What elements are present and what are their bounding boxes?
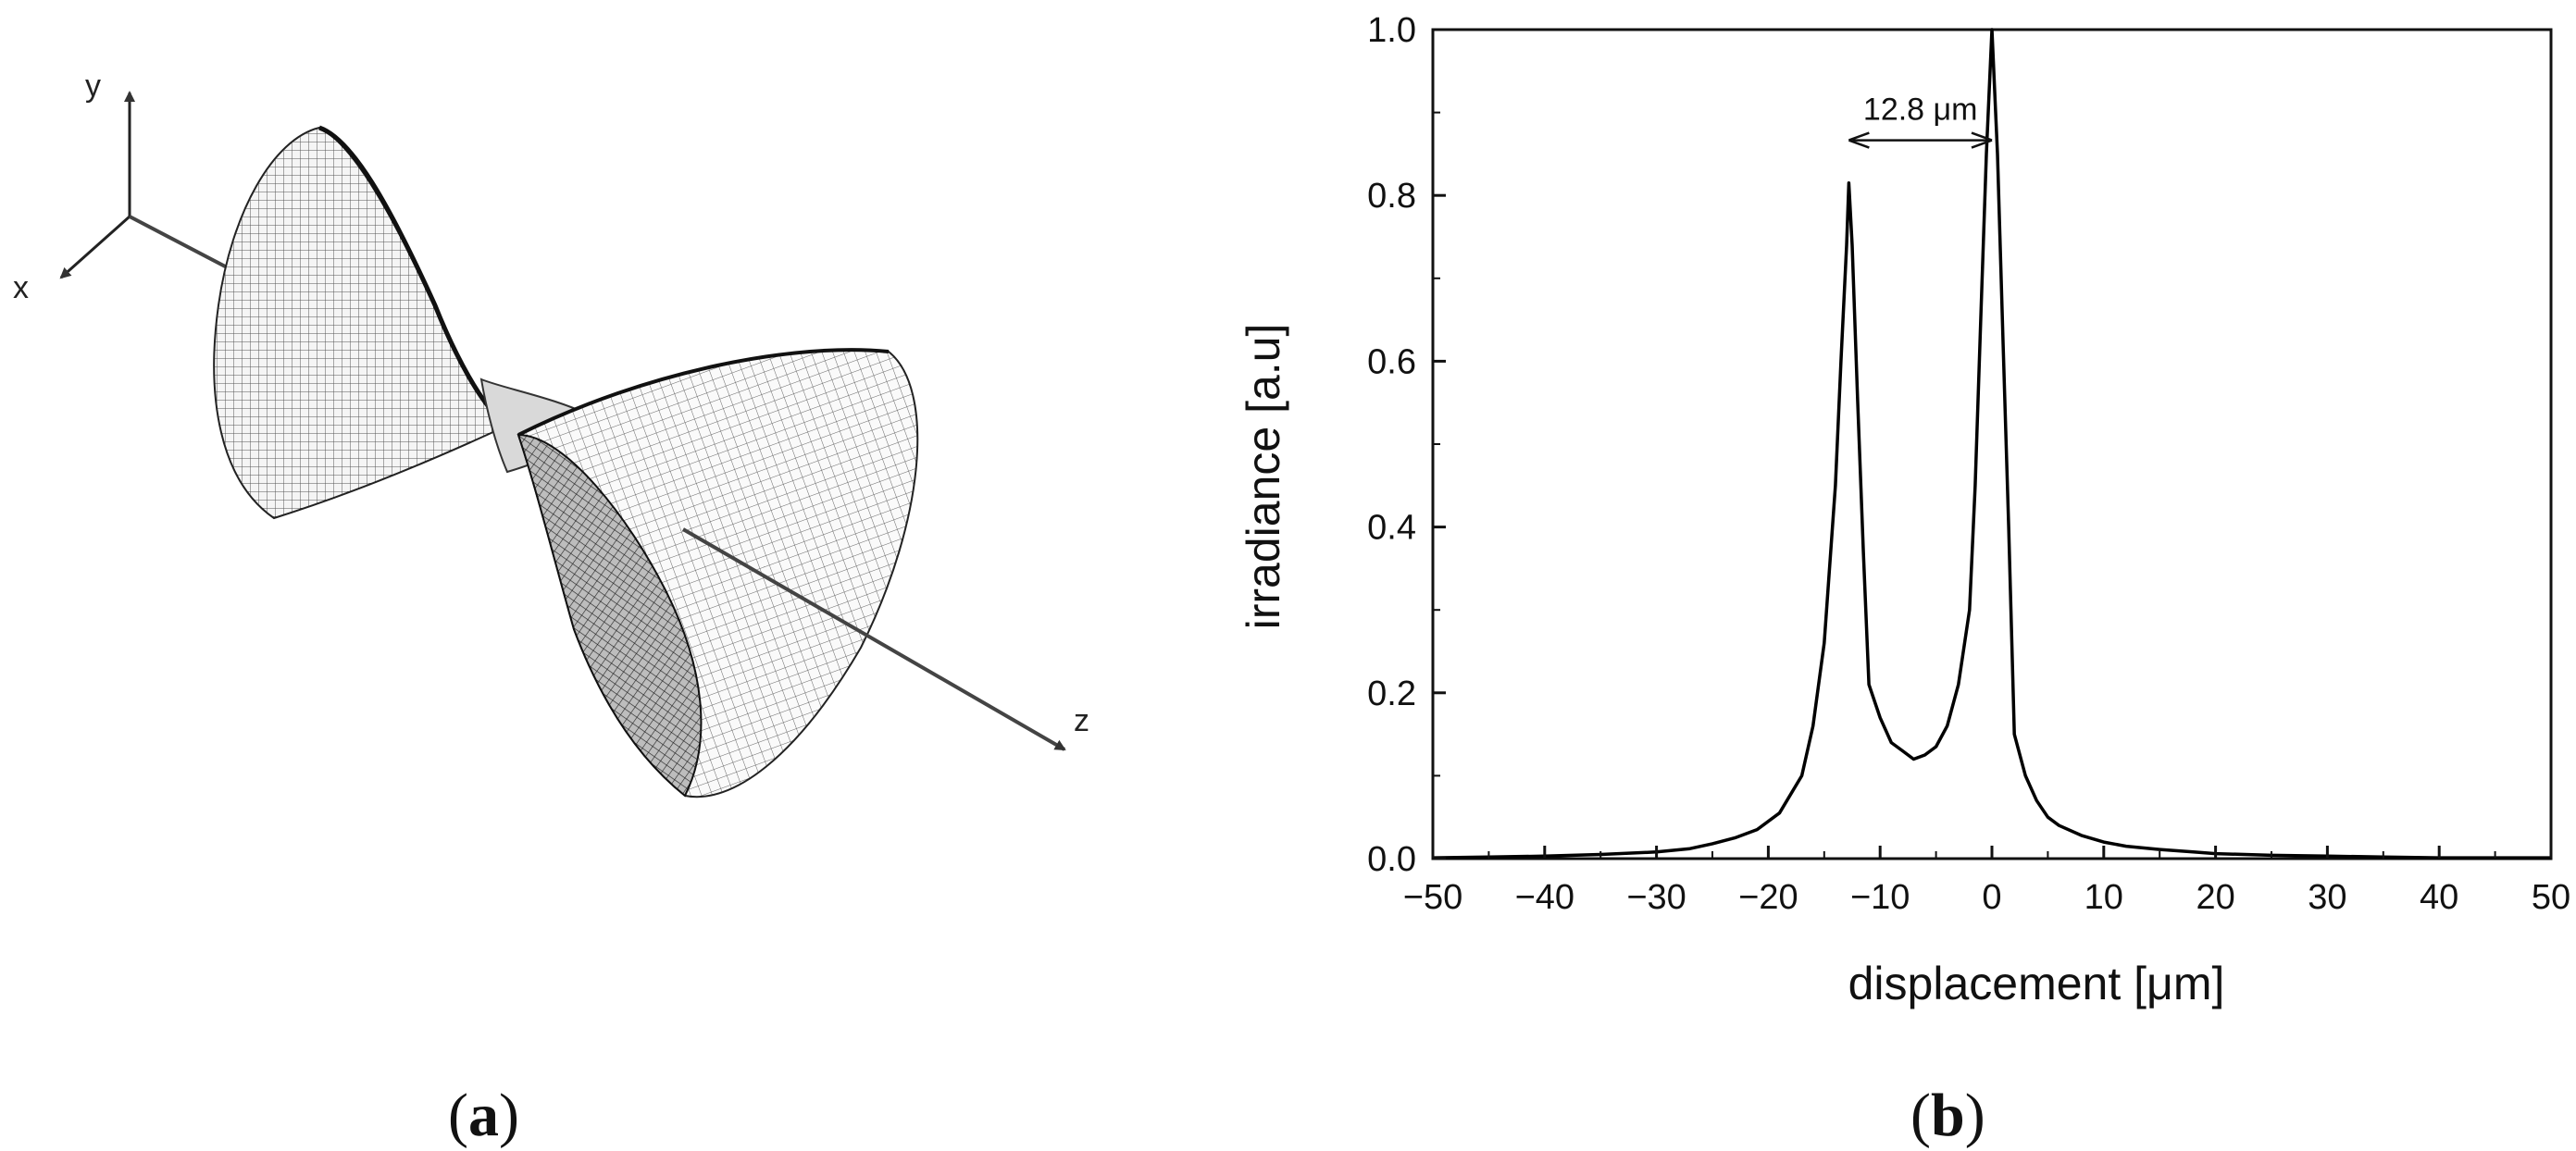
y-tick-label: 0.8 [1367,177,1416,216]
x-tick-label: 20 [2196,878,2234,917]
y-axis-ticks: 0.0 0.2 0.4 0.6 0.8 1.0 [1367,11,1446,879]
plot-frame [1431,28,2553,860]
z-axis-arrow [681,527,1066,751]
y-axis-title: irradiance [a.u] [1238,324,1289,630]
x-axis-title: displacement [μm] [1848,958,2225,1009]
y-tick-label: 0.6 [1367,342,1416,381]
right-cone [516,348,919,798]
z-axis-label: z [1074,703,1089,738]
coordinate-axes: y x [13,68,251,305]
y-tick-label: 0.4 [1367,509,1416,548]
x-tick-label: −50 [1403,878,1462,917]
x-tick-label: −30 [1626,878,1686,917]
x-axis-ticks: −50 −40 −30 −20 −10 0 10 20 30 40 50 [1403,846,2570,917]
annotation-arrowhead-left [1848,131,1870,149]
double-cone-figure: y x z [13,68,1089,798]
x-axis-arrow [59,215,131,279]
x-axis-label: x [13,270,29,305]
y-tick-label: 0.2 [1367,675,1416,713]
peak-separation-annotation: 12.8 μm [1848,93,1993,149]
panel-label-a: (a) [448,1082,519,1149]
z-axis: z [681,527,1089,751]
plot-area [1431,28,2553,860]
y-tick-label: 0.0 [1367,840,1416,879]
x-tick-label: 0 [1982,878,2001,917]
x-tick-label: 30 [2308,878,2346,917]
left-cone [213,125,509,520]
annotation-label: 12.8 μm [1863,93,1978,128]
y-axis-label: y [85,68,101,104]
x-tick-label: 50 [2532,878,2570,917]
y-tick-label: 1.0 [1367,11,1416,50]
irradiance-chart: −50 −40 −30 −20 −10 0 10 20 30 40 50 0.00.20.40.60… [1238,11,2570,1009]
x-tick-label: 10 [2084,878,2123,917]
x-tick-label: −40 [1515,878,1574,917]
x-tick-label: −10 [1850,878,1910,917]
irradiance-series-line [1432,28,2551,860]
x-tick-label: 40 [2420,878,2458,917]
x-tick-label: −20 [1738,878,1798,917]
panel-label-b: (b) [1910,1082,1985,1149]
annotation-arrowhead-right [1971,131,1993,149]
